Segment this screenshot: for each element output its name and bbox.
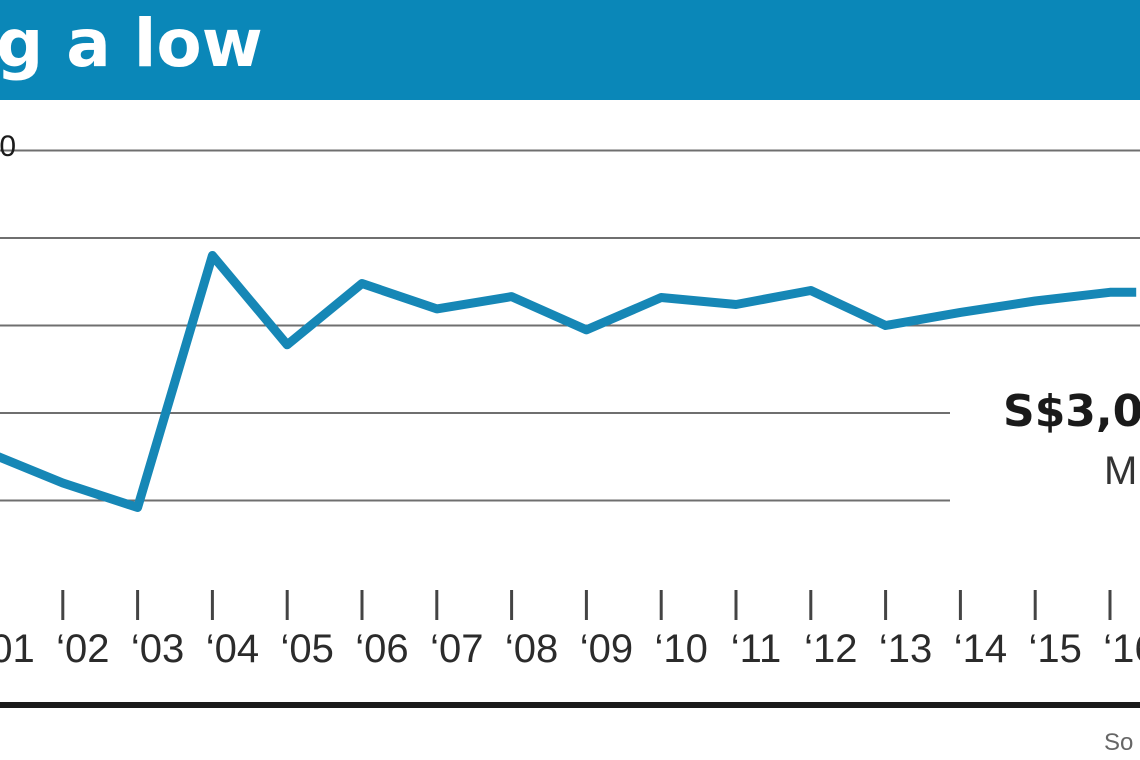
x-tick-label: ‘06 — [355, 627, 408, 671]
x-axis — [0, 590, 1140, 708]
x-tick-label: ‘09 — [580, 627, 633, 671]
chart-title: g a low — [0, 5, 263, 82]
series-layer — [0, 251, 1137, 512]
x-tick-label: ‘07 — [430, 627, 483, 671]
x-tick-label: ‘02 — [56, 627, 109, 671]
header-bar: g a low — [0, 0, 1140, 100]
x-tick-label: ‘13 — [879, 627, 932, 671]
x-tick-label: ‘01 — [0, 627, 35, 671]
x-tick-label: ‘08 — [505, 627, 558, 671]
x-tick-label: ‘05 — [281, 627, 334, 671]
x-tick-label: ‘14 — [954, 627, 1007, 671]
x-tick-label: ‘04 — [206, 627, 259, 671]
y-tick-label: 0 — [0, 130, 16, 163]
x-tick-label: ‘10 — [655, 627, 708, 671]
x-tick-label: ‘12 — [804, 627, 857, 671]
callout-sub: M — [1104, 449, 1137, 493]
tick-labels: ‘01 ‘02 ‘03 ‘04 ‘05 ‘06 ‘07 ‘08 ‘09 ‘10 ‘11 ‘12 ‘13 ‘… — [0, 627, 1140, 671]
callout-value: S$3,0 — [1003, 386, 1140, 437]
series-line — [0, 251, 1137, 512]
x-tick-label: ‘16 — [1103, 627, 1140, 671]
x-tick-label: ‘15 — [1029, 627, 1082, 671]
x-tick-label: ‘11 — [731, 627, 781, 671]
x-tick-label: ‘03 — [131, 627, 184, 671]
source-label: So — [1104, 729, 1133, 756]
